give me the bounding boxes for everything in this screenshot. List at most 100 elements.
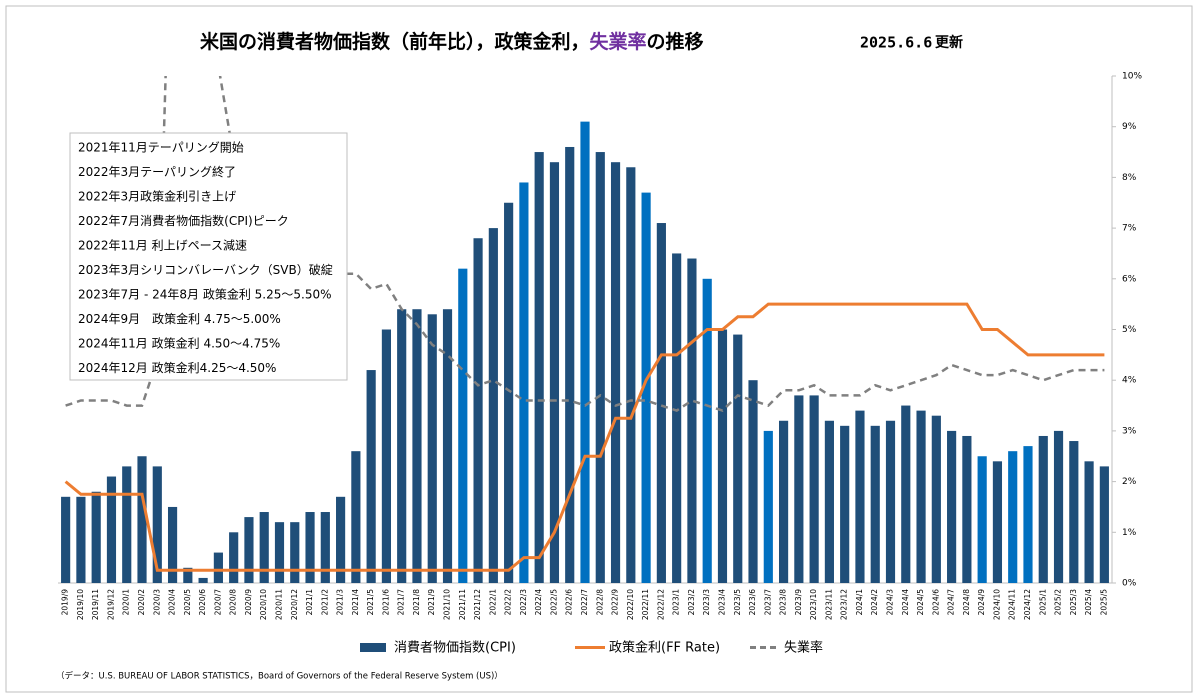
x-tick-label: 2025/4 (1084, 589, 1093, 616)
chart-title: 米国の消費者物価指数（前年比），政策金利，失業率の推移 (200, 30, 704, 53)
x-tick-label: 2024/3 (886, 589, 895, 616)
x-tick-label: 2024/6 (931, 589, 940, 616)
x-tick-label: 2022/1 (488, 589, 497, 616)
x-tick-label: 2021/3 (336, 589, 345, 616)
bar (519, 182, 529, 583)
annotation: 2022年7月消費者物価指数(CPI)ピーク (78, 213, 289, 228)
bar (534, 152, 544, 584)
x-tick-label: 2025/1 (1038, 589, 1047, 616)
legend-label: 失業率 (784, 640, 823, 656)
x-tick-label: 2022/3 (519, 589, 528, 616)
x-tick-label: 2021/2 (320, 589, 329, 616)
bar (137, 456, 147, 583)
bar (549, 162, 560, 583)
bar (305, 512, 315, 583)
bar (1023, 446, 1033, 583)
y-tick-label: 4% (1122, 376, 1137, 386)
bar (152, 466, 162, 583)
x-tick-label: 2023/11 (824, 589, 833, 620)
bar (656, 223, 666, 583)
bar (229, 532, 239, 583)
line (64, 302, 1105, 572)
annotation: 2024年9月 政策金利 4.75～5.00% (78, 311, 281, 326)
x-tick-label: 2022/10 (626, 589, 635, 620)
x-tick-label: 2025/5 (1099, 589, 1108, 616)
bar (992, 461, 1003, 583)
annotation-box (69, 132, 348, 381)
bar (397, 309, 407, 583)
bar (320, 512, 330, 583)
x-tick-label: 2023/6 (748, 589, 757, 616)
x-tick-label: 2024/5 (916, 589, 925, 616)
x-tick-label: 2021/11 (458, 589, 467, 620)
y-tick-label: 7% (1122, 224, 1137, 234)
bar (244, 517, 254, 583)
x-tick-label: 2020/12 (290, 589, 299, 620)
y-tick-label: 3% (1122, 426, 1137, 436)
annotation: 2023年3月シリコンバレーバンク（SVB）破綻 (78, 262, 333, 277)
bar (1084, 461, 1094, 583)
bar (366, 370, 376, 583)
x-tick-label: 2023/8 (779, 589, 788, 616)
x-tick-label: 2022/4 (534, 589, 543, 616)
x-tick-label: 2022/12 (656, 589, 665, 620)
x-tick-label: 2023/4 (717, 589, 726, 616)
bar (672, 253, 682, 583)
x-tick-label: 2024/8 (962, 589, 971, 616)
bar (290, 522, 300, 583)
bar (351, 451, 361, 583)
annotation: 2024年12月 政策金利4.25～4.50% (78, 360, 276, 375)
bar (183, 567, 193, 583)
bar (947, 430, 957, 583)
x-tick-label: 2024/11 (1008, 589, 1017, 620)
bar (870, 425, 880, 583)
x-tick-label: 2025/2 (1054, 589, 1063, 616)
bar (259, 512, 269, 583)
bar (931, 415, 941, 583)
x-tick-label: 2024/4 (901, 589, 910, 616)
annotation: 2022年3月テーパリング終了 (78, 164, 236, 179)
bar (641, 192, 651, 584)
bar (702, 278, 712, 583)
x-tick-label: 2022/9 (611, 589, 620, 616)
bar (916, 410, 926, 583)
update-date: 2025.6.6 (860, 34, 932, 52)
title-part: 失業率 (590, 30, 647, 53)
annotation: 2023年7月 - 24年8月 政策金利 5.25～5.50% (78, 287, 332, 302)
bar (274, 522, 285, 583)
y-tick-label: 9% (1122, 122, 1137, 132)
legend-swatch (360, 643, 386, 652)
bar (763, 430, 773, 583)
y-tick-label: 10% (1122, 72, 1142, 82)
x-tick-label: 2020/1 (122, 589, 131, 616)
y-tick-label: 6% (1122, 274, 1137, 284)
x-tick-label: 2020/11 (274, 589, 283, 620)
bar (106, 476, 117, 583)
bar (61, 496, 71, 583)
bar (717, 329, 728, 583)
x-tick-label: 2024/9 (977, 589, 986, 616)
bar (855, 410, 865, 583)
x-tick-label: 2024/1 (855, 589, 864, 616)
x-tick-label: 2023/5 (733, 589, 742, 616)
x-tick-label: 2024/7 (947, 589, 956, 616)
bar (427, 314, 437, 583)
bar (595, 152, 605, 584)
x-tick-label: 2022/2 (504, 589, 513, 616)
plot-area (61, 76, 1109, 584)
x-tick-label: 2021/7 (397, 589, 406, 616)
annotation: 2024年11月 政策金利 4.50～4.75% (78, 336, 280, 351)
x-tick-label: 2019/10 (76, 589, 85, 620)
annotation: 2022年11月 利上げペース減速 (78, 238, 247, 253)
y-tick-label: 1% (1122, 528, 1137, 538)
x-tick-label: 2019/9 (61, 589, 70, 616)
x-tick-label: 2020/8 (229, 589, 238, 616)
annotation: 2022年3月政策金利引き上げ (78, 189, 236, 204)
bar (1069, 441, 1079, 583)
x-tick-label: 2020/9 (244, 589, 253, 616)
x-tick-label: 2022/11 (641, 589, 650, 620)
x-tick-label: 2024/12 (1023, 589, 1032, 620)
bar (412, 309, 422, 583)
x-tick-label: 2020/6 (198, 589, 207, 616)
